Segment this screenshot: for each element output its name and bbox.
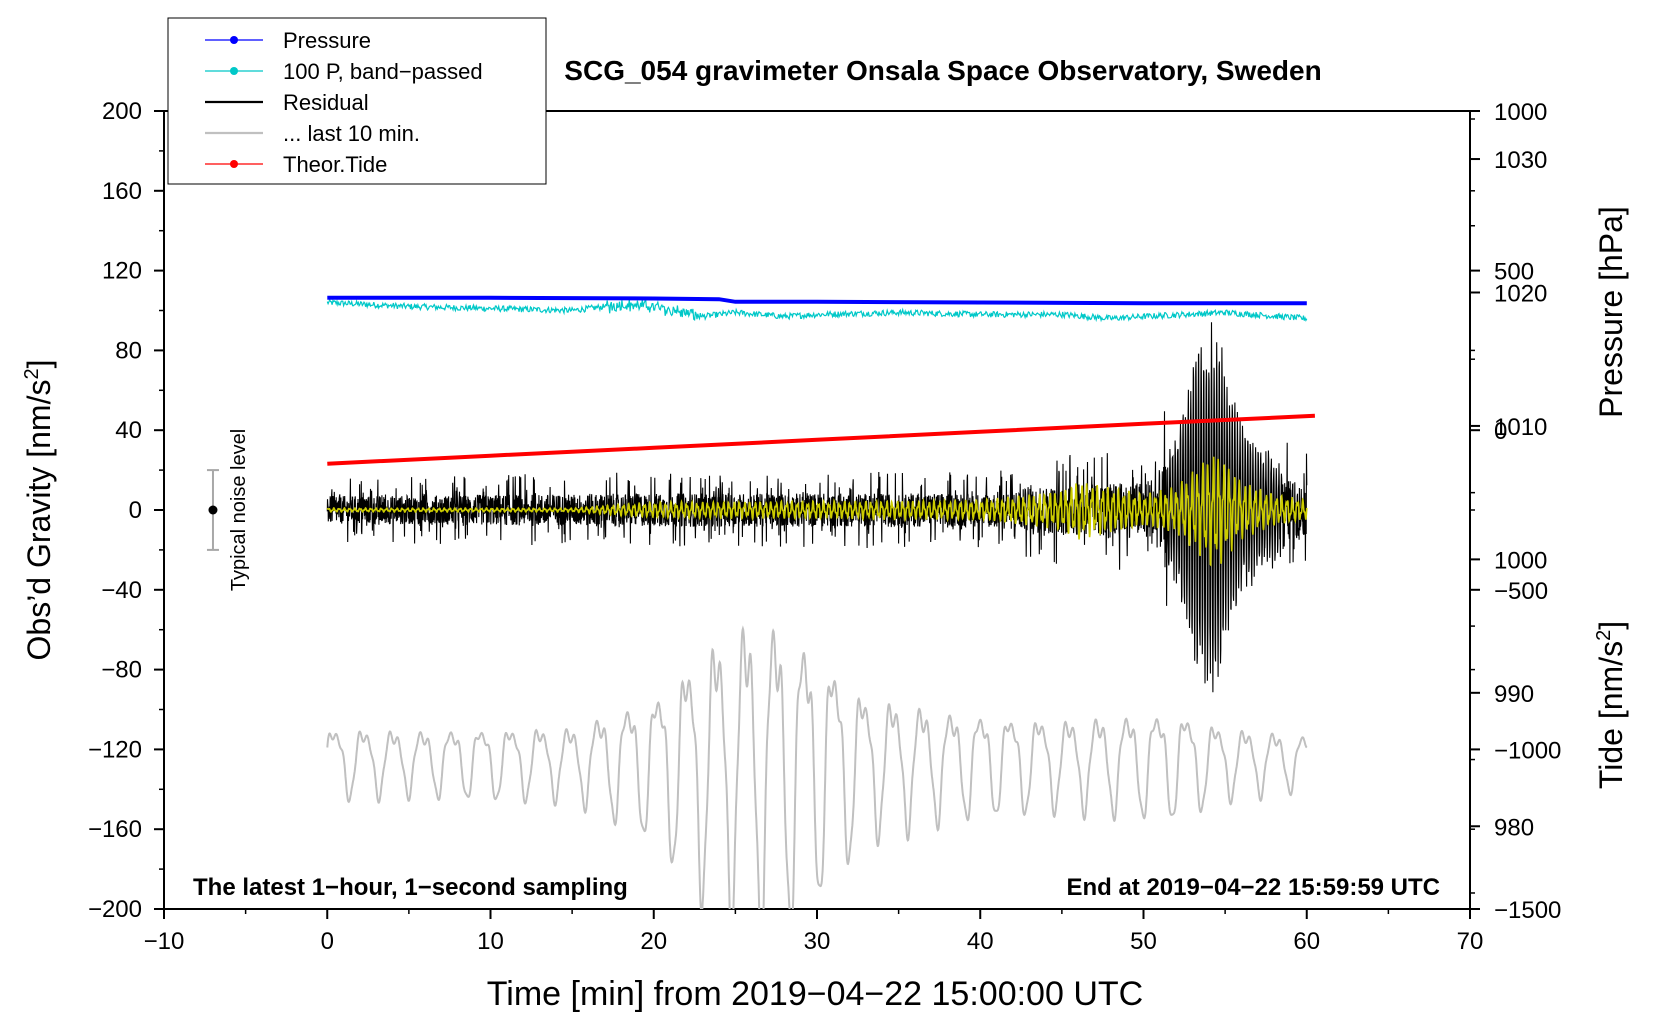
legend: Pressure 100 P, band−passed Residual ... la… — [167, 17, 547, 185]
pressure-tick-label: 1030 — [1494, 147, 1547, 174]
x-tick-label: 50 — [1130, 928, 1157, 955]
y-tick-label: 120 — [102, 258, 142, 285]
y-tick-label: −160 — [88, 816, 142, 843]
pressure-tick-label: 1020 — [1494, 280, 1547, 307]
y-tick-label: 80 — [115, 337, 142, 364]
tide-tick-label: −1500 — [1494, 897, 1561, 924]
series-band-passed-pressure — [326, 298, 1308, 323]
series-residual — [326, 322, 1308, 693]
y-tick-label: 0 — [129, 497, 142, 524]
pressure-tick-label: 980 — [1494, 814, 1534, 841]
y-axis-label-main: Obs’d Gravity [nm/s2] — [21, 360, 57, 661]
y-tick-label: 40 — [115, 417, 142, 444]
tide-tick-label: 500 — [1494, 259, 1534, 286]
tide-tick-label: −1000 — [1494, 737, 1561, 764]
pressure-tick-label: 990 — [1494, 681, 1534, 708]
y-tick-label: −120 — [88, 736, 142, 763]
series-layer — [326, 295, 1315, 909]
legend-marker — [230, 36, 238, 44]
legend-marker — [230, 160, 238, 168]
series-residual-low-pass — [326, 456, 1308, 567]
y-axis-label-tide-sup: 2 — [1593, 630, 1615, 641]
y-tick-label: −40 — [101, 577, 142, 604]
tide-tick-label: 0 — [1494, 418, 1507, 445]
y-tick-label: 200 — [102, 98, 142, 125]
chart-title: SCG_054 gravimeter Onsala Space Observat… — [564, 55, 1321, 86]
x-tick-label: 20 — [640, 928, 667, 955]
x-tick-label: 10 — [477, 928, 504, 955]
x-axis: −10 0 10 20 30 40 50 60 70 — [144, 909, 1484, 955]
x-tick-label: 0 — [321, 928, 334, 955]
pressure-tick-label: 1010 — [1494, 414, 1547, 441]
noise-indicator — [206, 469, 219, 551]
series-last-10-min — [326, 625, 1308, 909]
noise-bar-center — [208, 505, 218, 515]
y-axis-label-main-text: Obs’d Gravity [nm/s — [21, 380, 57, 661]
annotation-right: End at 2019−04−22 15:59:59 UTC — [1066, 874, 1440, 901]
x-tick-label: 40 — [967, 928, 994, 955]
y-axis-label-main-sup: 2 — [21, 368, 43, 379]
legend-label: 100 P, band−passed — [283, 59, 483, 84]
legend-marker — [230, 67, 238, 75]
pressure-tick-label: 1000 — [1494, 547, 1547, 574]
y-tick-label: −200 — [88, 896, 142, 923]
series-pressure — [327, 295, 1307, 306]
y-axis-label-tide: Tide [nm/s2] — [1593, 621, 1629, 789]
x-tick-label: 60 — [1293, 928, 1320, 955]
legend-label: Theor.Tide — [283, 152, 387, 177]
annotation-left: The latest 1−hour, 1−second sampling — [193, 874, 628, 901]
y-axis-label-pressure: Pressure [hPa] — [1593, 206, 1629, 418]
y-axis-tide: 1000 500 0 −500 −1000 −1500 — [1470, 99, 1561, 924]
legend-label: Pressure — [283, 28, 371, 53]
series-theoretical-tide — [327, 413, 1315, 466]
x-tick-label: −10 — [144, 928, 185, 955]
x-axis-label: Time [min] from 2019−04−22 15:00:00 UTC — [487, 975, 1143, 1013]
tide-tick-label: 1000 — [1494, 99, 1547, 126]
legend-label: Residual — [283, 90, 369, 115]
x-tick-label: 70 — [1457, 928, 1484, 955]
y-axis-label-tide-text: Tide [nm/s — [1593, 641, 1629, 789]
noise-label: Typical noise level — [228, 429, 250, 591]
y-tick-label: 160 — [102, 178, 142, 205]
tide-tick-label: −500 — [1494, 578, 1548, 605]
y-axis-left: 200 160 120 80 40 0 −40 −80 −120 −160 −200 — [88, 98, 164, 923]
x-tick-label: 30 — [804, 928, 831, 955]
y-tick-label: −80 — [101, 657, 142, 684]
y-axis-pressure: 1030 1020 1010 1000 990 980 — [1470, 118, 1547, 894]
legend-label: ... last 10 min. — [283, 121, 420, 146]
